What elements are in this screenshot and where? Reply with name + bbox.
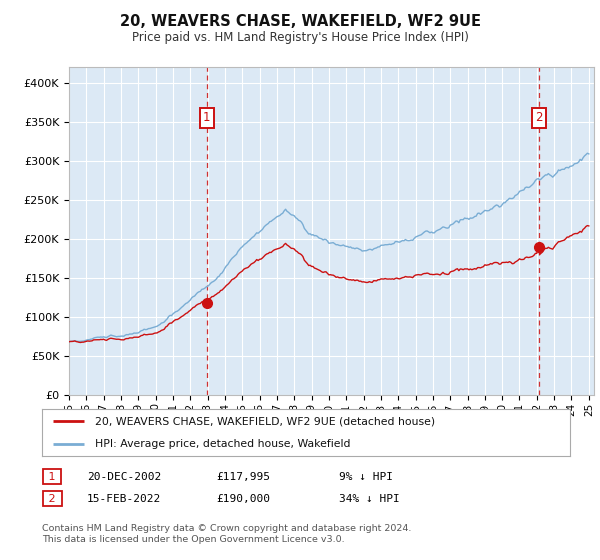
Text: Contains HM Land Registry data © Crown copyright and database right 2024.
This d: Contains HM Land Registry data © Crown c… <box>42 524 412 544</box>
Text: 2: 2 <box>535 111 542 124</box>
Text: 20, WEAVERS CHASE, WAKEFIELD, WF2 9UE (detached house): 20, WEAVERS CHASE, WAKEFIELD, WF2 9UE (d… <box>95 416 435 426</box>
Text: 1: 1 <box>45 472 59 482</box>
Text: 34% ↓ HPI: 34% ↓ HPI <box>339 494 400 504</box>
Text: 2: 2 <box>45 494 59 504</box>
Text: 20, WEAVERS CHASE, WAKEFIELD, WF2 9UE: 20, WEAVERS CHASE, WAKEFIELD, WF2 9UE <box>119 14 481 29</box>
Text: HPI: Average price, detached house, Wakefield: HPI: Average price, detached house, Wake… <box>95 439 350 449</box>
Text: 15-FEB-2022: 15-FEB-2022 <box>87 494 161 504</box>
Text: Price paid vs. HM Land Registry's House Price Index (HPI): Price paid vs. HM Land Registry's House … <box>131 31 469 44</box>
Text: 20-DEC-2002: 20-DEC-2002 <box>87 472 161 482</box>
Text: 9% ↓ HPI: 9% ↓ HPI <box>339 472 393 482</box>
Text: £190,000: £190,000 <box>216 494 270 504</box>
Text: £117,995: £117,995 <box>216 472 270 482</box>
Text: 1: 1 <box>203 111 211 124</box>
